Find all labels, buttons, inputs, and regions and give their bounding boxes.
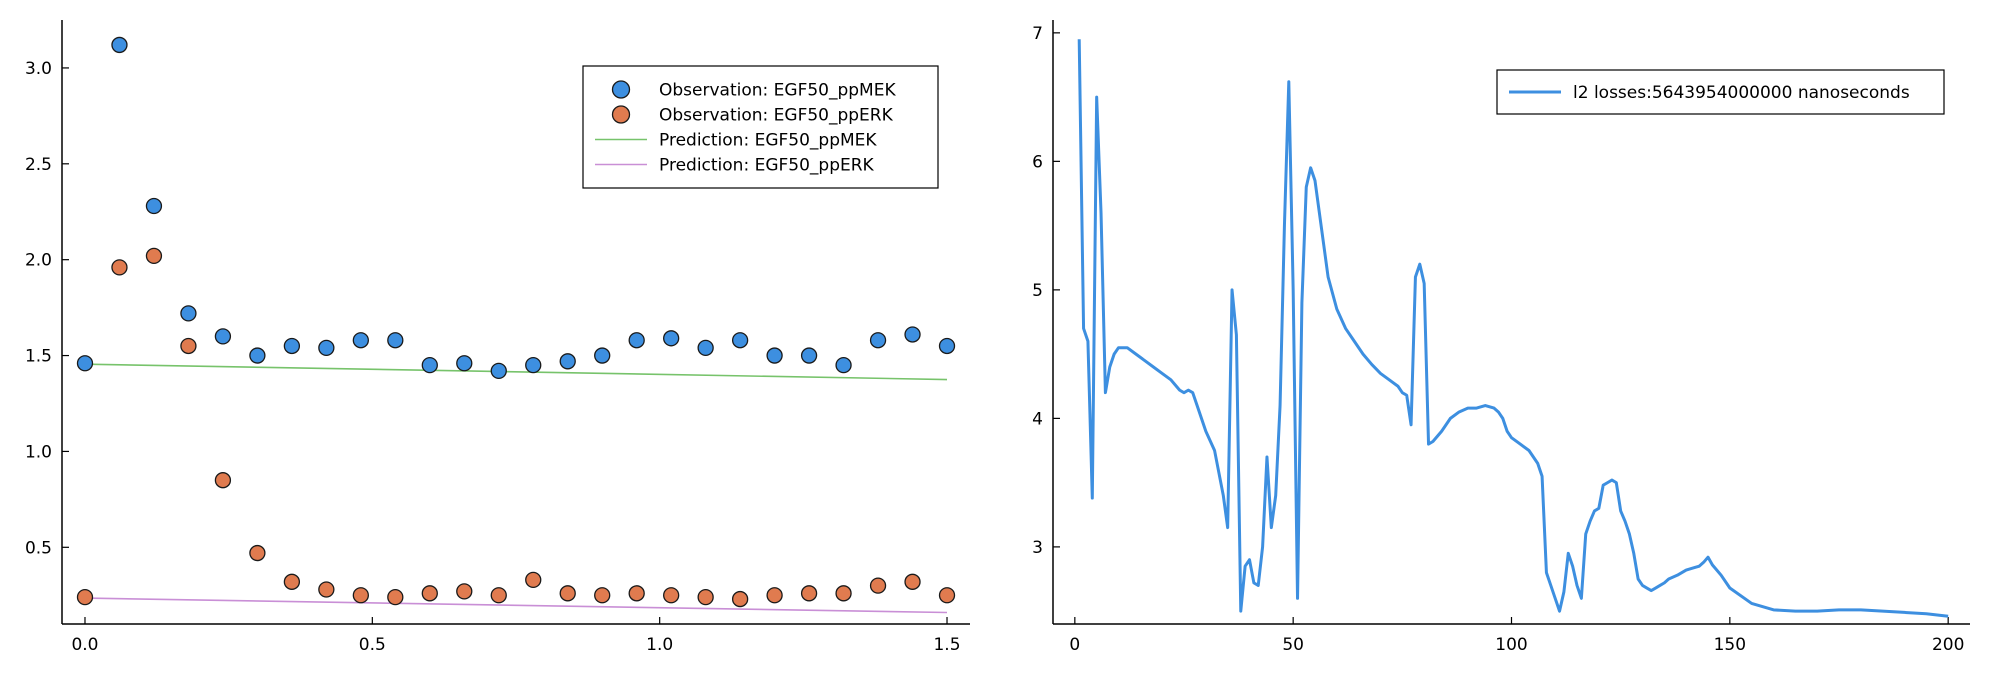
y-tick-label: 0.5 (25, 538, 52, 558)
x-tick-label: 1.5 (933, 635, 960, 655)
data-point (559, 353, 576, 370)
data-point (904, 326, 921, 343)
legend-left: Observation: EGF50_ppMEK Observation: EGF… (582, 65, 939, 189)
x-tick-label: 50 (1282, 635, 1304, 655)
x-tick-label: 150 (1714, 635, 1746, 655)
data-point (835, 356, 852, 374)
y-tick-label: 2.5 (25, 155, 52, 175)
data-point (594, 587, 611, 604)
data-point (525, 571, 542, 589)
data-point (594, 347, 611, 364)
x-tick-label: 200 (1932, 635, 1964, 655)
data-point (525, 356, 542, 374)
legend-label: Prediction: EGF50_ppERK (659, 156, 875, 176)
data-point (490, 587, 507, 604)
data-point (697, 589, 714, 606)
legend-swatch (611, 80, 631, 99)
chart-loss-curve: 0 50 100 150 200 3 4 5 6 7 l2 losses:564395400000… (1032, 20, 1970, 655)
prediction-lines-left (84, 363, 948, 614)
data-point (249, 544, 266, 562)
data-point (766, 587, 783, 604)
y-tick-label: 6 (1032, 152, 1043, 172)
x-tick-label: 1.0 (646, 635, 673, 655)
data-point (387, 589, 404, 606)
y-tick-label: 1.5 (25, 347, 52, 367)
y-tick-label: 3 (1032, 538, 1043, 558)
legend-right: l2 losses:5643954000000 nanoseconds (1496, 69, 1945, 115)
data-point (456, 355, 473, 372)
data-point (352, 587, 369, 604)
data-point (387, 332, 404, 349)
x-tick-label: 0 (1069, 635, 1080, 655)
legend-label: Observation: EGF50_ppERK (659, 106, 894, 126)
data-point (318, 581, 335, 598)
y-tick-label: 3.0 (25, 59, 52, 79)
data-point (214, 472, 232, 489)
axes-right: 0 50 100 150 200 3 4 5 6 7 (1032, 20, 1970, 655)
data-point (76, 355, 94, 372)
legend-label: Prediction: EGF50_ppMEK (659, 131, 877, 151)
data-point (421, 585, 438, 602)
data-point (766, 347, 783, 364)
x-tick-label: 0.0 (71, 635, 98, 655)
loss-line-right (1077, 39, 1949, 618)
data-point (731, 590, 749, 608)
data-point (180, 337, 197, 355)
data-point (663, 587, 680, 604)
y-tick-label: 2.0 (25, 251, 52, 271)
data-point (249, 347, 266, 364)
data-point (111, 259, 128, 276)
data-point (869, 332, 887, 349)
data-point (731, 332, 749, 349)
data-point (214, 328, 232, 345)
y-tick-label: 1.0 (25, 442, 52, 462)
legend-label: l2 losses:5643954000000 nanoseconds (1573, 83, 1910, 103)
legend-box (582, 65, 939, 189)
data-point (835, 585, 852, 602)
data-point (283, 573, 301, 590)
data-point (490, 362, 507, 380)
data-point (456, 583, 473, 600)
data-point (938, 587, 956, 604)
legend-box (1496, 69, 1945, 115)
legend-swatch (611, 105, 631, 124)
axes-left: 0.0 0.5 1.0 1.5 0.5 1.0 1.5 2.0 2.5 3.0 (25, 20, 970, 655)
observation-points-left (76, 36, 956, 608)
data-point (663, 330, 680, 347)
data-point (318, 339, 335, 357)
data-point (76, 589, 94, 606)
data-point (869, 577, 887, 594)
data-point (800, 585, 818, 602)
data-point (145, 197, 163, 215)
data-point (352, 332, 369, 349)
legend-label: Observation: EGF50_ppMEK (659, 81, 896, 101)
y-tick-label: 5 (1032, 281, 1043, 301)
x-tick-label: 0.5 (359, 635, 386, 655)
data-point (421, 356, 438, 374)
series-line (1077, 39, 1949, 618)
y-tick-label: 7 (1032, 24, 1043, 44)
data-point (145, 247, 163, 264)
series-line (84, 597, 948, 614)
data-point (559, 585, 576, 602)
data-point (697, 339, 714, 357)
data-point (180, 305, 197, 322)
chart-ode-fit: 0.0 0.5 1.0 1.5 0.5 1.0 1.5 2.0 2.5 3.0 Observati… (25, 20, 970, 655)
data-point (904, 573, 921, 590)
data-point (800, 347, 818, 364)
x-tick-label: 100 (1495, 635, 1527, 655)
data-point (283, 337, 301, 355)
data-point (628, 332, 645, 349)
data-point (938, 337, 956, 355)
y-tick-label: 4 (1032, 409, 1043, 429)
data-point (111, 36, 128, 54)
data-point (628, 585, 645, 602)
series-line (84, 363, 948, 381)
